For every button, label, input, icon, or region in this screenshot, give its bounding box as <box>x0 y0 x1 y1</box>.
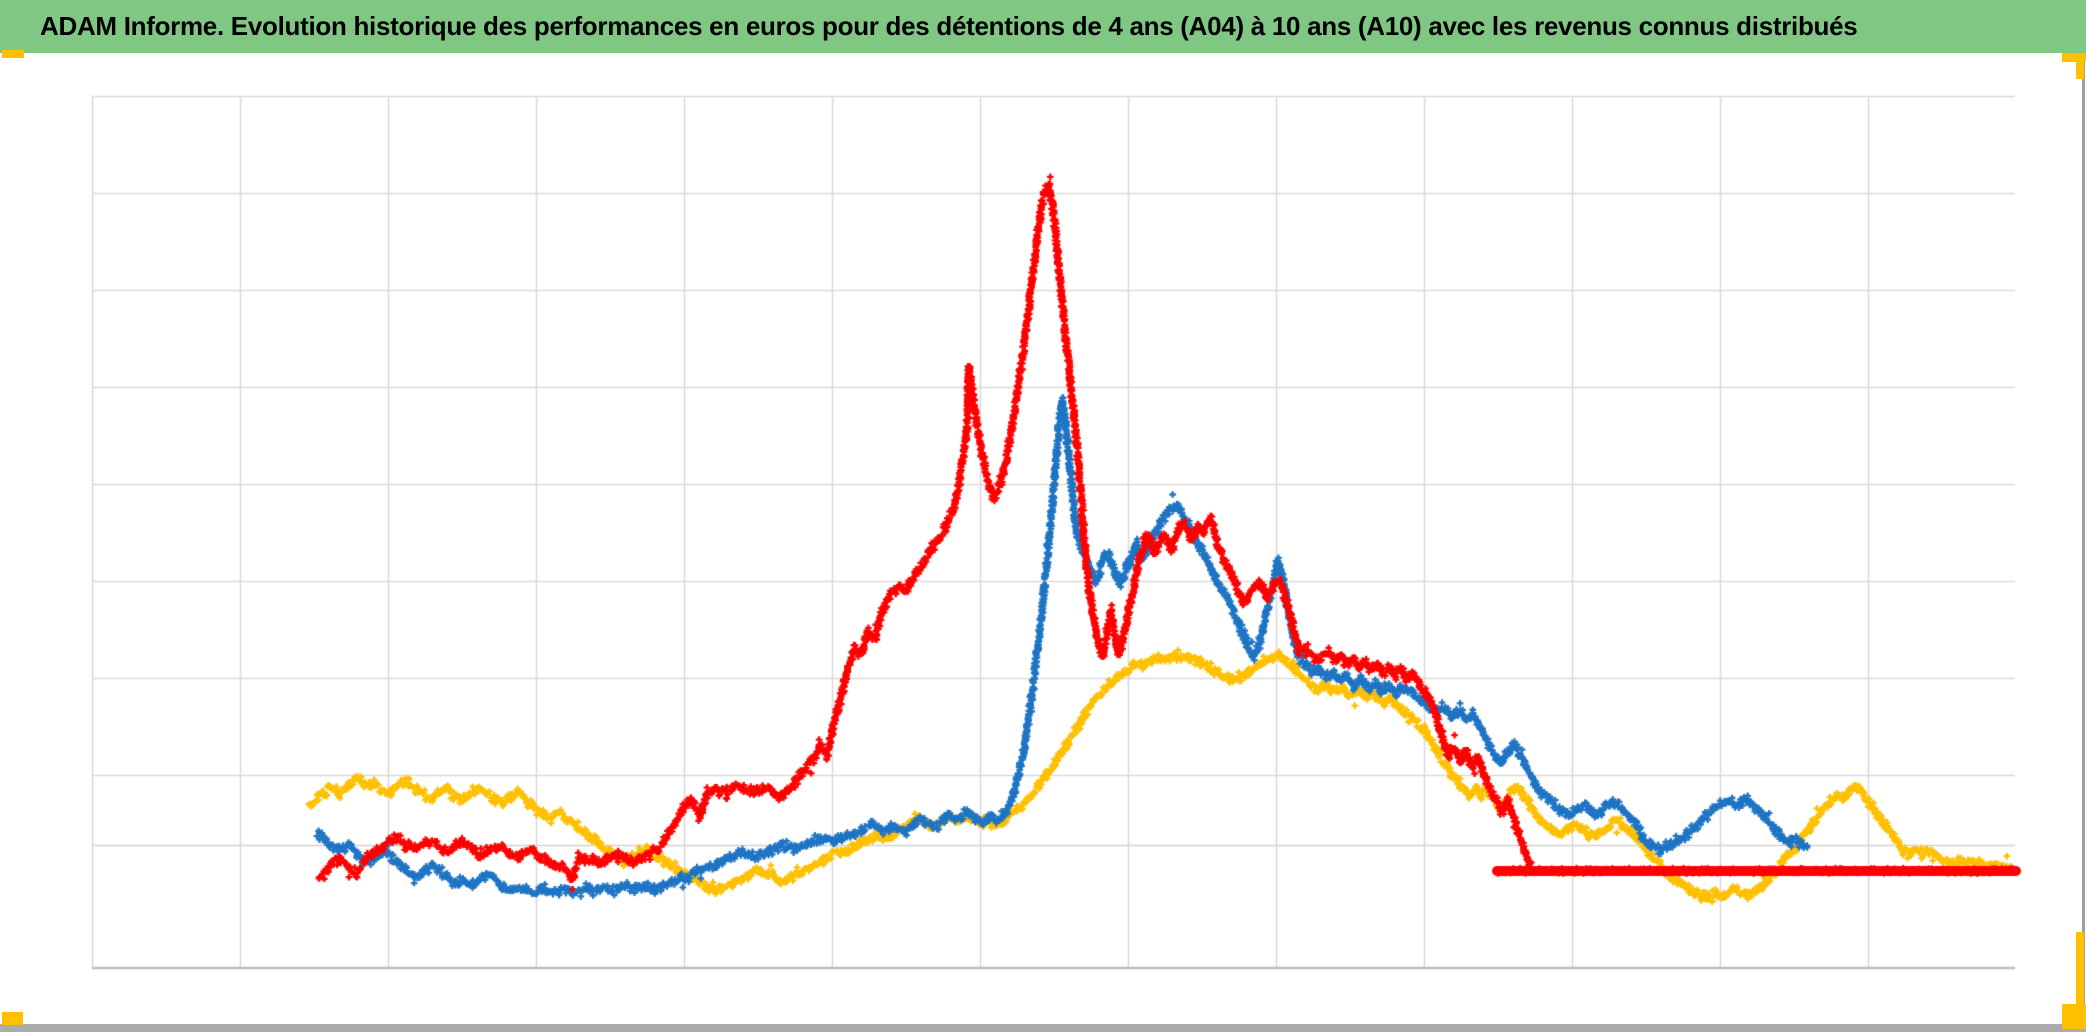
gold-corner-top-right-horizontal <box>2062 53 2086 62</box>
gold-accent-top-left <box>2 50 24 58</box>
gold-accent-bottom-left-square <box>2 1012 23 1025</box>
title-banner: ADAM Informe. Evolution historique des p… <box>0 0 2086 53</box>
gold-corner-top-right-vertical <box>2076 53 2084 79</box>
page-bottom-strip <box>0 1024 2086 1032</box>
gold-accent-bottom-right-line <box>2076 932 2084 1012</box>
page-right-edge-line <box>2082 0 2085 1032</box>
gold-accent-bottom-right-square <box>2062 1004 2086 1029</box>
chart-title: ADAM Informe. Evolution historique des p… <box>40 11 1858 41</box>
